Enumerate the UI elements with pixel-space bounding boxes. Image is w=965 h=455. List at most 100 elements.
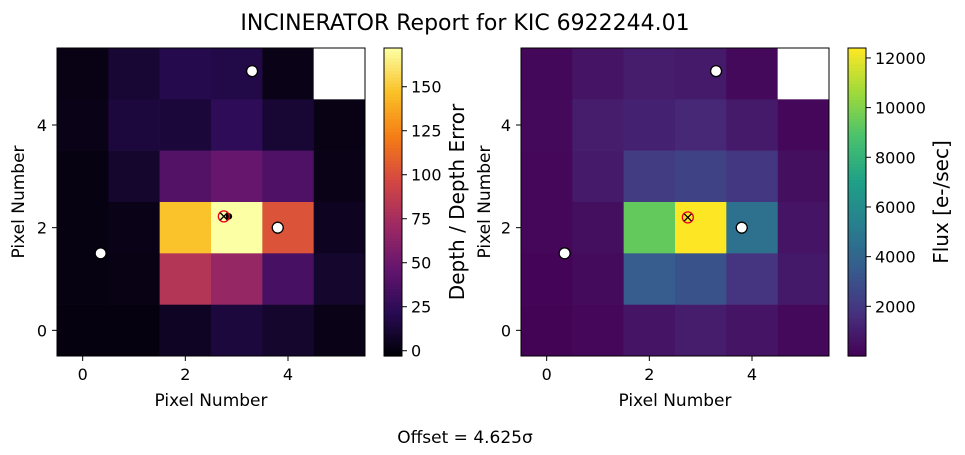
heatmap-cell — [675, 99, 727, 151]
colorbar-segment — [384, 144, 402, 149]
colorbar-segment — [384, 246, 402, 251]
x-tick-label: 2 — [644, 365, 654, 384]
colorbar-segment — [384, 150, 402, 155]
colorbar-segment — [848, 256, 866, 261]
heatmap-cell — [57, 253, 109, 305]
heatmap-cell — [262, 150, 314, 203]
colorbar-segment — [384, 96, 402, 100]
colorbar-segment — [848, 125, 866, 129]
colorbar-segment — [848, 166, 866, 171]
heatmap-cell — [57, 48, 109, 100]
colorbar-tick-label: 75 — [411, 210, 431, 229]
colorbar-segment — [384, 118, 402, 123]
y-tick-label: 0 — [37, 321, 47, 340]
colorbar-segment — [848, 323, 866, 328]
heatmap-cell — [313, 48, 366, 100]
x-axis-label: Pixel Number — [154, 391, 267, 411]
colorbar-segment — [384, 272, 402, 277]
colorbar-segment — [384, 80, 402, 84]
colorbar-segment — [848, 144, 866, 149]
heatmap-cell — [159, 99, 212, 151]
colorbar-segment — [848, 272, 866, 277]
colorbar-segment — [848, 80, 866, 84]
colorbar-segment — [848, 327, 866, 331]
heatmap-cell — [211, 99, 263, 151]
plot-frame — [56, 47, 366, 357]
colorbar-segment — [848, 54, 866, 59]
colorbar-segment — [384, 64, 402, 68]
colorbar-segment — [384, 234, 402, 238]
colorbar-segment — [848, 288, 866, 293]
centroid-marker — [735, 221, 748, 234]
x-tick-label: 0 — [78, 365, 88, 384]
colorbar-label: Flux [e-/sec] — [929, 140, 953, 264]
colorbar-tick-label: 150 — [411, 78, 442, 97]
heatmap-cell — [675, 304, 727, 357]
colorbar-segment — [848, 51, 866, 56]
y-axis-label: Pixel Number — [475, 145, 495, 258]
heatmap-cell — [675, 150, 727, 203]
colorbar-segment — [384, 202, 402, 206]
colorbar-segment — [848, 96, 866, 100]
colorbar-segment — [848, 237, 866, 242]
heatmap-cell — [313, 253, 366, 305]
colorbar-segment — [848, 339, 866, 344]
colorbar-segment — [848, 330, 866, 335]
colorbar-segment — [384, 288, 402, 293]
heatmap-cell — [623, 99, 676, 151]
heatmap-cell — [521, 48, 573, 100]
colorbar-segment — [848, 137, 866, 142]
colorbar-segment — [384, 153, 402, 158]
target-cross — [683, 213, 692, 222]
colorbar-segment — [848, 259, 866, 264]
colorbar-label: Depth / Depth Error — [445, 103, 469, 300]
colorbar-segment — [848, 128, 866, 133]
heatmap-cell — [108, 202, 160, 254]
colorbar-segment — [848, 253, 866, 258]
colorbar-segment — [384, 105, 402, 110]
colorbar-segment — [384, 323, 402, 328]
heatmap-cell — [623, 48, 676, 100]
colorbar-segment — [848, 214, 866, 219]
colorbar-segment — [384, 131, 402, 136]
colorbar-segment — [848, 48, 866, 52]
heatmap-cell — [313, 99, 366, 151]
colorbar-segment — [384, 311, 402, 315]
colorbar-segment — [384, 256, 402, 261]
heatmap-cell — [159, 48, 212, 100]
colorbar-segment — [384, 285, 402, 290]
colorbar-segment — [384, 221, 402, 226]
heatmap-cell — [159, 304, 212, 357]
colorbar-segment — [848, 76, 866, 81]
colorbar-tick-label: 125 — [411, 122, 442, 141]
y-tick-label: 0 — [501, 321, 511, 340]
colorbar-segment — [848, 202, 866, 206]
heatmap-cell — [159, 253, 212, 305]
colorbar-segment — [384, 320, 402, 325]
colorbar-segment — [384, 189, 402, 193]
colorbar-segment — [384, 115, 402, 120]
colorbar-segment — [848, 320, 866, 325]
colorbar-segment — [848, 205, 866, 210]
colorbar-segment — [384, 134, 402, 139]
colorbar-segment — [384, 262, 402, 267]
y-tick-label: 4 — [37, 116, 47, 135]
colorbar-segment — [848, 131, 866, 136]
heatmap-cell — [623, 150, 676, 203]
colorbar-segment — [384, 218, 402, 222]
colorbar-segment — [848, 160, 866, 165]
heatmap-cell — [623, 202, 676, 254]
heatmap-cell — [777, 48, 830, 100]
colorbar-segment — [848, 185, 866, 190]
colorbar-segment — [848, 189, 866, 193]
colorbar-tick-label: 50 — [411, 254, 431, 273]
colorbar-segment — [848, 282, 866, 287]
colorbar-segment — [384, 54, 402, 59]
colorbar-segment — [384, 279, 402, 283]
colorbar-segment — [384, 253, 402, 258]
centroid-marker — [94, 247, 107, 260]
colorbar-segment — [384, 250, 402, 254]
heatmap-cell — [777, 150, 830, 203]
plot-frame — [520, 47, 830, 357]
heatmap-cell — [726, 150, 778, 203]
